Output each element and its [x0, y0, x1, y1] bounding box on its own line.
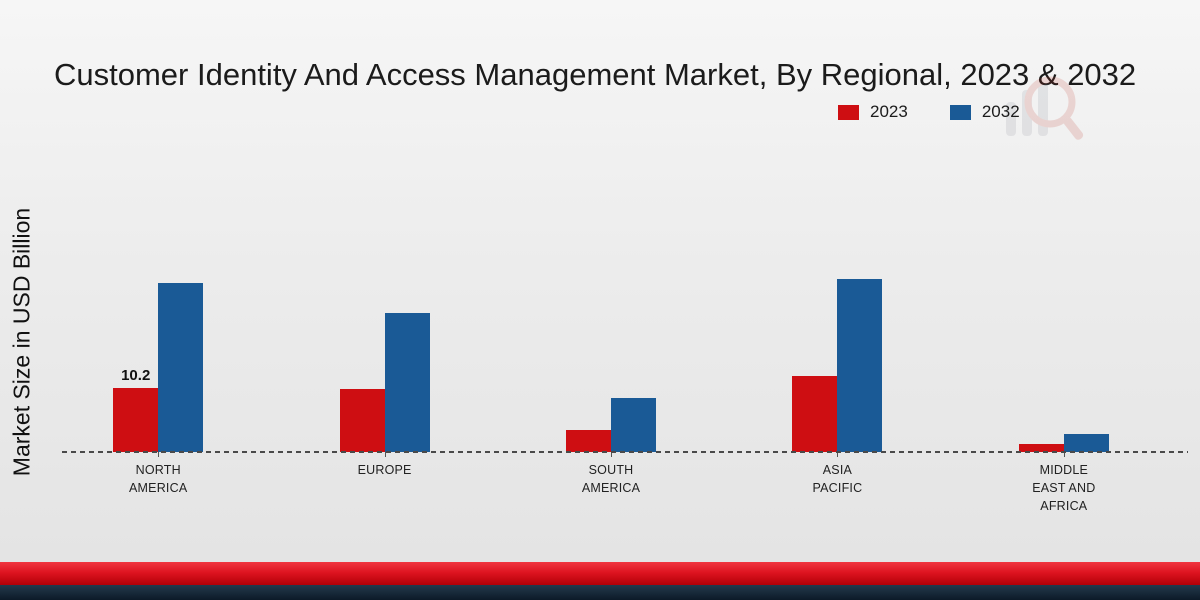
category-group-north-america: 10.2 NORTH AMERICA	[45, 170, 271, 495]
category-group-asia-pacific: ASIA PACIFIC	[724, 170, 950, 495]
x-axis-baseline	[62, 451, 1188, 453]
bar-2032-middle-east-and-africa	[1063, 433, 1109, 452]
axis-tick	[611, 452, 613, 457]
category-group-middle-east-and-africa: MIDDLE EAST AND AFRICA	[951, 170, 1177, 513]
footer-red-stripe	[0, 562, 1200, 585]
x-axis-label-asia-pacific: ASIA PACIFIC	[812, 463, 863, 496]
brand-watermark-icon	[988, 68, 1084, 148]
bar-2023-middle-east-and-africa	[1018, 443, 1064, 452]
bar-2032-south-america	[611, 398, 657, 452]
y-axis-label: Market Size in USD Billion	[8, 207, 35, 477]
category-group-europe: EUROPE	[271, 170, 497, 477]
bar-2032-north-america	[158, 283, 204, 452]
legend: 2023 2032	[838, 102, 1020, 122]
axis-tick	[384, 452, 386, 457]
legend-label-2023: 2023	[870, 102, 908, 121]
bar-2023-europe	[339, 389, 385, 452]
axis-tick	[1063, 452, 1065, 457]
legend-label-2032: 2032	[981, 102, 1020, 121]
legend-item-2023: 2023	[838, 102, 908, 122]
bar-2032-asia-pacific	[837, 278, 883, 452]
footer-dark-stripe	[0, 585, 1200, 600]
x-axis-label-europe: EUROPE	[357, 463, 412, 477]
bar-2032-europe	[384, 313, 430, 452]
chart-title: Customer Identity And Access Management …	[54, 56, 1137, 92]
axis-tick	[158, 452, 160, 457]
plot-area: 10.2 NORTH AMERICA EUROPE SOUTH AMERICA ASIA…	[45, 170, 1177, 513]
legend-swatch-2023	[838, 104, 859, 120]
category-group-south-america: SOUTH AMERICA	[498, 170, 724, 495]
x-axis-label-south-america: SOUTH AMERICA	[581, 463, 641, 496]
legend-item-2032: 2032	[949, 102, 1020, 122]
bar-2023-south-america	[566, 429, 612, 452]
bar-2023-asia-pacific	[792, 376, 838, 452]
x-axis-label-middle-east-and-africa: MIDDLE EAST AND AFRICA	[1032, 463, 1096, 514]
x-axis-label-north-america: NORTH AMERICA	[129, 463, 188, 496]
bar-2023-north-america	[113, 387, 159, 452]
value-label-2023-north-america: 10.2	[121, 366, 151, 384]
legend-swatch-2032	[949, 104, 971, 120]
axis-tick	[837, 452, 839, 457]
